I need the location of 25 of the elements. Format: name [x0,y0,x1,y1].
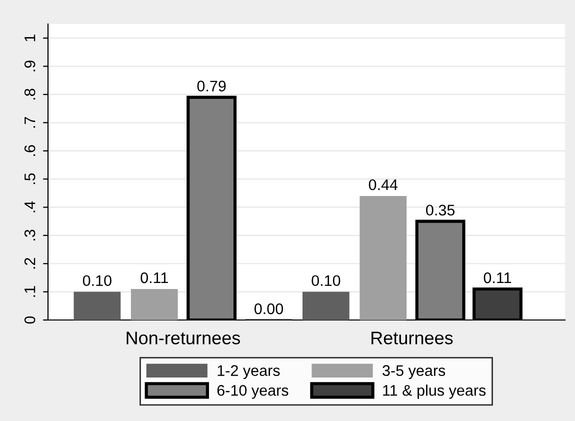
data-label: 0.10 [312,275,340,286]
data-label: 0.10 [82,275,112,286]
data-label: 0.35 [426,204,455,216]
data-label: 0.00 [254,303,284,314]
x-tick-label: Non-returnees [126,332,240,344]
legend-label: 3-5 years [382,365,446,380]
data-label: 0.11 [484,272,512,284]
y-tick-label: .4 [24,201,36,212]
y-tick-label: .8 [24,88,36,100]
y-tick-label: .7 [24,117,36,128]
y-tick-label: .5 [24,173,36,184]
y-tick-label: .3 [24,230,36,240]
y-tick-label: .6 [24,145,36,156]
data-label: 0.79 [197,80,226,92]
y-tick-label: 0 [24,316,36,324]
y-tick-label: .1 [24,286,36,297]
legend-label: 11 & plus years [383,384,486,399]
y-tick-label: .2 [24,258,36,269]
x-tick-label: Returnees [372,332,453,344]
data-label: 0.11 [140,272,168,284]
legend-label: 6-10 years [217,384,288,399]
legend-label: 1-2 years [218,365,280,380]
data-label: 0.44 [368,179,398,190]
y-tick-label: 1 [24,34,36,42]
y-tick-label: .9 [24,60,36,72]
